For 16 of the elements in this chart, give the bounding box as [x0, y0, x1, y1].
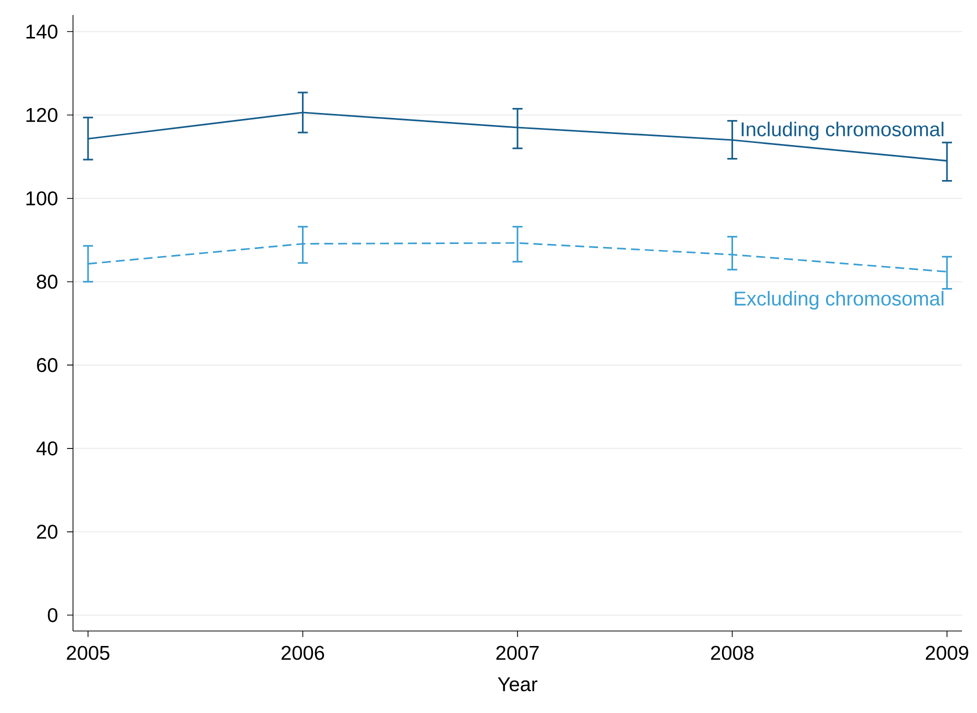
series-label: Excluding chromosomal [734, 291, 944, 310]
y-tick-label: 20 [37, 524, 58, 539]
y-tick-label: 100 [26, 191, 58, 206]
y-tick-label: 140 [26, 24, 58, 39]
x-tick-label: 2009 [926, 646, 968, 660]
x-tick-label: 2007 [496, 646, 539, 660]
y-tick-label: 80 [36, 274, 58, 289]
y-tick-label: 120 [26, 108, 58, 122]
x-axis-title: Year [498, 677, 538, 692]
x-tick-label: 2008 [711, 646, 754, 660]
y-tick-label: 40 [36, 441, 58, 456]
x-tick-label: 2005 [66, 646, 110, 660]
y-tick-label: 0 [48, 608, 58, 622]
x-tick-label: 2006 [282, 646, 324, 660]
y-tick-label: 60 [37, 358, 58, 372]
series-label: Including chromosomal [742, 122, 944, 140]
